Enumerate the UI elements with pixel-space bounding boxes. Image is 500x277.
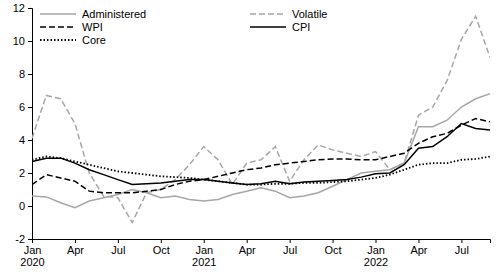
x-tick-label: Jan2020: [20, 244, 44, 269]
x-tick-label: Oct: [153, 244, 170, 256]
x-tick: Jan2021: [192, 239, 216, 268]
x-tick: Jul: [283, 239, 297, 256]
y-tick-label: 0: [19, 200, 25, 212]
x-tick-mark: [75, 239, 76, 243]
y-tick-label: 6: [19, 101, 25, 113]
y-tick-label: 10: [13, 35, 25, 47]
y-tick-mark: [28, 74, 32, 75]
legend-swatch: [250, 13, 286, 15]
x-tick-mark: [333, 239, 334, 243]
y-tick-mark: [28, 41, 32, 42]
y-tick-label: 12: [13, 2, 25, 14]
x-axis: Jan2020 Apr Jul Oct Jan2021 Apr Jul Oct Jan2022 A…: [20, 239, 490, 268]
x-tick-label: Apr: [410, 244, 427, 256]
series-line: [32, 119, 490, 193]
x-tick: Apr: [239, 239, 256, 256]
series-line: [32, 16, 490, 222]
chart: -2024681012Jan2020AprJulOctJan2021AprJul…: [0, 0, 500, 277]
x-tick: Oct: [325, 239, 342, 256]
y-tick-mark: [28, 206, 32, 207]
legend-swatch: [40, 13, 76, 15]
series-line: [32, 157, 490, 185]
x-tick-mark: [118, 239, 119, 243]
legend-label: Core: [82, 34, 106, 46]
x-tick-label: Oct: [325, 244, 342, 256]
y-tick: 0: [19, 200, 32, 212]
y-tick: 4: [19, 134, 32, 146]
y-tick-label: 4: [19, 134, 25, 146]
x-tick: Apr: [67, 239, 84, 256]
legend-label: CPI: [292, 21, 310, 33]
y-tick: 6: [19, 101, 32, 113]
legend-swatch: [40, 26, 76, 28]
x-tick-label: Apr: [67, 244, 84, 256]
y-tick-mark: [28, 8, 32, 9]
legend: Administered Volatile WPI CPI Core: [40, 8, 327, 46]
x-tick-mark: [161, 239, 162, 243]
legend-item: Core: [40, 34, 106, 46]
x-tick-label: Jan2022: [364, 244, 388, 269]
legend-item: Administered: [40, 8, 146, 20]
x-axis-line: [33, 240, 491, 244]
y-tick: 2: [19, 167, 32, 179]
legend-label: WPI: [82, 21, 103, 33]
legend-label: Administered: [82, 8, 146, 20]
x-tick-mark: [461, 239, 462, 243]
legend-item: Volatile: [250, 8, 327, 20]
series-line: [32, 124, 490, 185]
legend-item: CPI: [250, 21, 310, 33]
y-tick-mark: [28, 239, 32, 240]
x-tick: Jul: [111, 239, 125, 256]
series-line: [32, 94, 490, 208]
y-tick-label: 8: [19, 68, 25, 80]
legend-label: Volatile: [292, 8, 327, 20]
x-tick-mark: [204, 239, 205, 243]
x-tick-mark: [247, 239, 248, 243]
x-tick-label: Jul: [111, 244, 125, 256]
plot: -2024681012Jan2020AprJulOctJan2021AprJul…: [13, 2, 491, 268]
x-tick: Apr: [410, 239, 427, 256]
y-tick-mark: [28, 173, 32, 174]
y-tick-mark: [28, 107, 32, 108]
x-tick-label: Jul: [455, 244, 469, 256]
x-tick: Jan2020: [20, 239, 44, 268]
x-tick: Jul: [455, 239, 469, 256]
x-tick-mark: [418, 239, 419, 243]
y-axis: -2024681012: [13, 2, 33, 245]
y-tick-label: 2: [19, 167, 25, 179]
y-tick: 8: [19, 68, 32, 80]
legend-swatch: [250, 26, 286, 28]
legend-swatch: [40, 39, 76, 41]
legend-item: WPI: [40, 21, 103, 33]
y-axis-line: [28, 9, 33, 240]
x-tick-mark: [290, 239, 291, 243]
x-tick-label: Jan2021: [192, 244, 216, 269]
x-tick: Oct: [153, 239, 170, 256]
x-tick-mark: [32, 239, 33, 243]
y-tick: 12: [13, 2, 32, 14]
x-tick-label: Apr: [239, 244, 256, 256]
x-tick-mark: [376, 239, 377, 243]
lines: [32, 16, 490, 222]
y-tick-mark: [28, 140, 32, 141]
y-tick: 10: [13, 35, 32, 47]
x-tick: Jan2022: [364, 239, 388, 268]
x-tick-label: Jul: [283, 244, 297, 256]
